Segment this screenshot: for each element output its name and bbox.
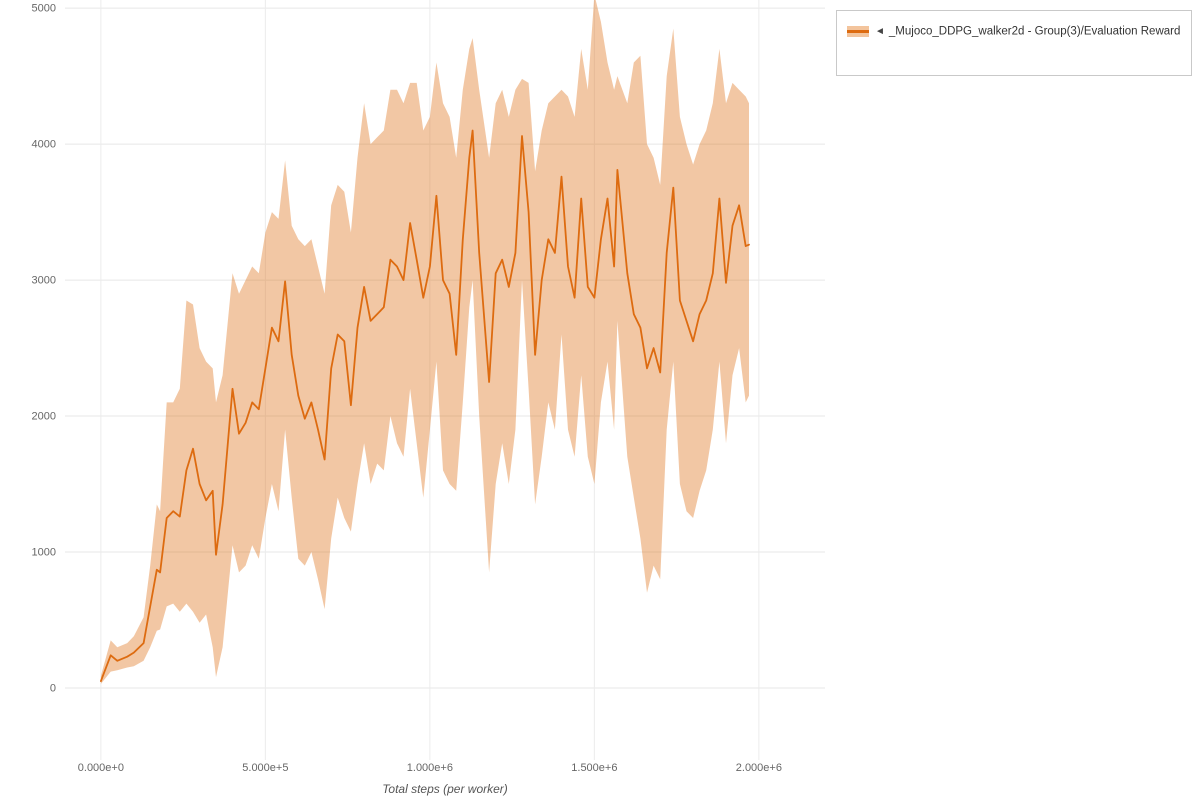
line-swatch [847,30,869,33]
confidence-band[interactable] [100,0,749,684]
y-tick-label: 2000 [32,411,56,423]
y-tick-label: 4000 [32,139,56,151]
legend-series-label: _Mujoco_DDPG_walker2d - Group(3)/Evaluat… [888,25,1181,38]
x-axis-label: Total steps (per worker) [382,782,508,796]
series-swatch-icon [847,26,869,37]
legend-box[interactable]: ◄ _Mujoco_DDPG_walker2d - Group(3)/Evalua… [836,10,1192,76]
y-tick-label: 0 [50,682,56,694]
y-tick-label: 1000 [32,546,56,558]
y-tick-label: 5000 [32,3,56,15]
y-tick-label: 3000 [32,275,56,287]
x-tick-label: 2.000e+6 [736,762,782,774]
x-tick-label: 1.000e+6 [407,762,453,774]
x-tick-label: 0.000e+0 [78,762,124,774]
legend-collapse-icon[interactable]: ◄ [875,26,885,37]
x-tick-label: 5.000e+5 [242,762,288,774]
x-tick-label: 1.500e+6 [571,762,617,774]
mean-line[interactable] [100,129,750,682]
